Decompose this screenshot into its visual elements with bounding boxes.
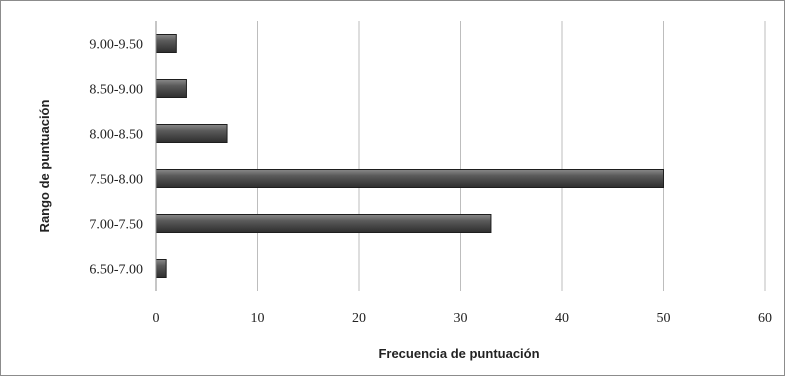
bar (155, 169, 664, 188)
x-tick-label: 60 (758, 311, 772, 326)
bar (155, 124, 228, 143)
tick-labels: 0 10 20 30 40 50 60 6.50-7.00 7.00-7.50 7.50-8.00… (89, 38, 772, 327)
x-axis-title: Frecuencia de puntuación (378, 346, 539, 361)
bar (155, 259, 167, 278)
gridlines (257, 21, 766, 291)
x-tick-label: 50 (657, 311, 671, 326)
bar (155, 214, 492, 233)
y-tick-label: 6.50-7.00 (89, 263, 143, 278)
x-tick-label: 40 (555, 311, 569, 326)
x-tick-label: 10 (251, 311, 265, 326)
y-tick-label: 7.50-8.00 (89, 173, 143, 188)
y-tick-label: 7.00-7.50 (89, 218, 143, 233)
x-tick-label: 0 (153, 311, 160, 326)
bar (155, 79, 187, 98)
y-tick-label: 8.00-8.50 (89, 128, 143, 143)
y-axis-title: Rango de puntuación (37, 100, 52, 233)
y-tick-label: 9.00-9.50 (89, 38, 143, 53)
bars (155, 34, 664, 278)
x-tick-label: 20 (352, 311, 366, 326)
y-tick-label: 8.50-9.00 (89, 83, 143, 98)
x-tick-label: 30 (454, 311, 468, 326)
bar (155, 34, 177, 53)
